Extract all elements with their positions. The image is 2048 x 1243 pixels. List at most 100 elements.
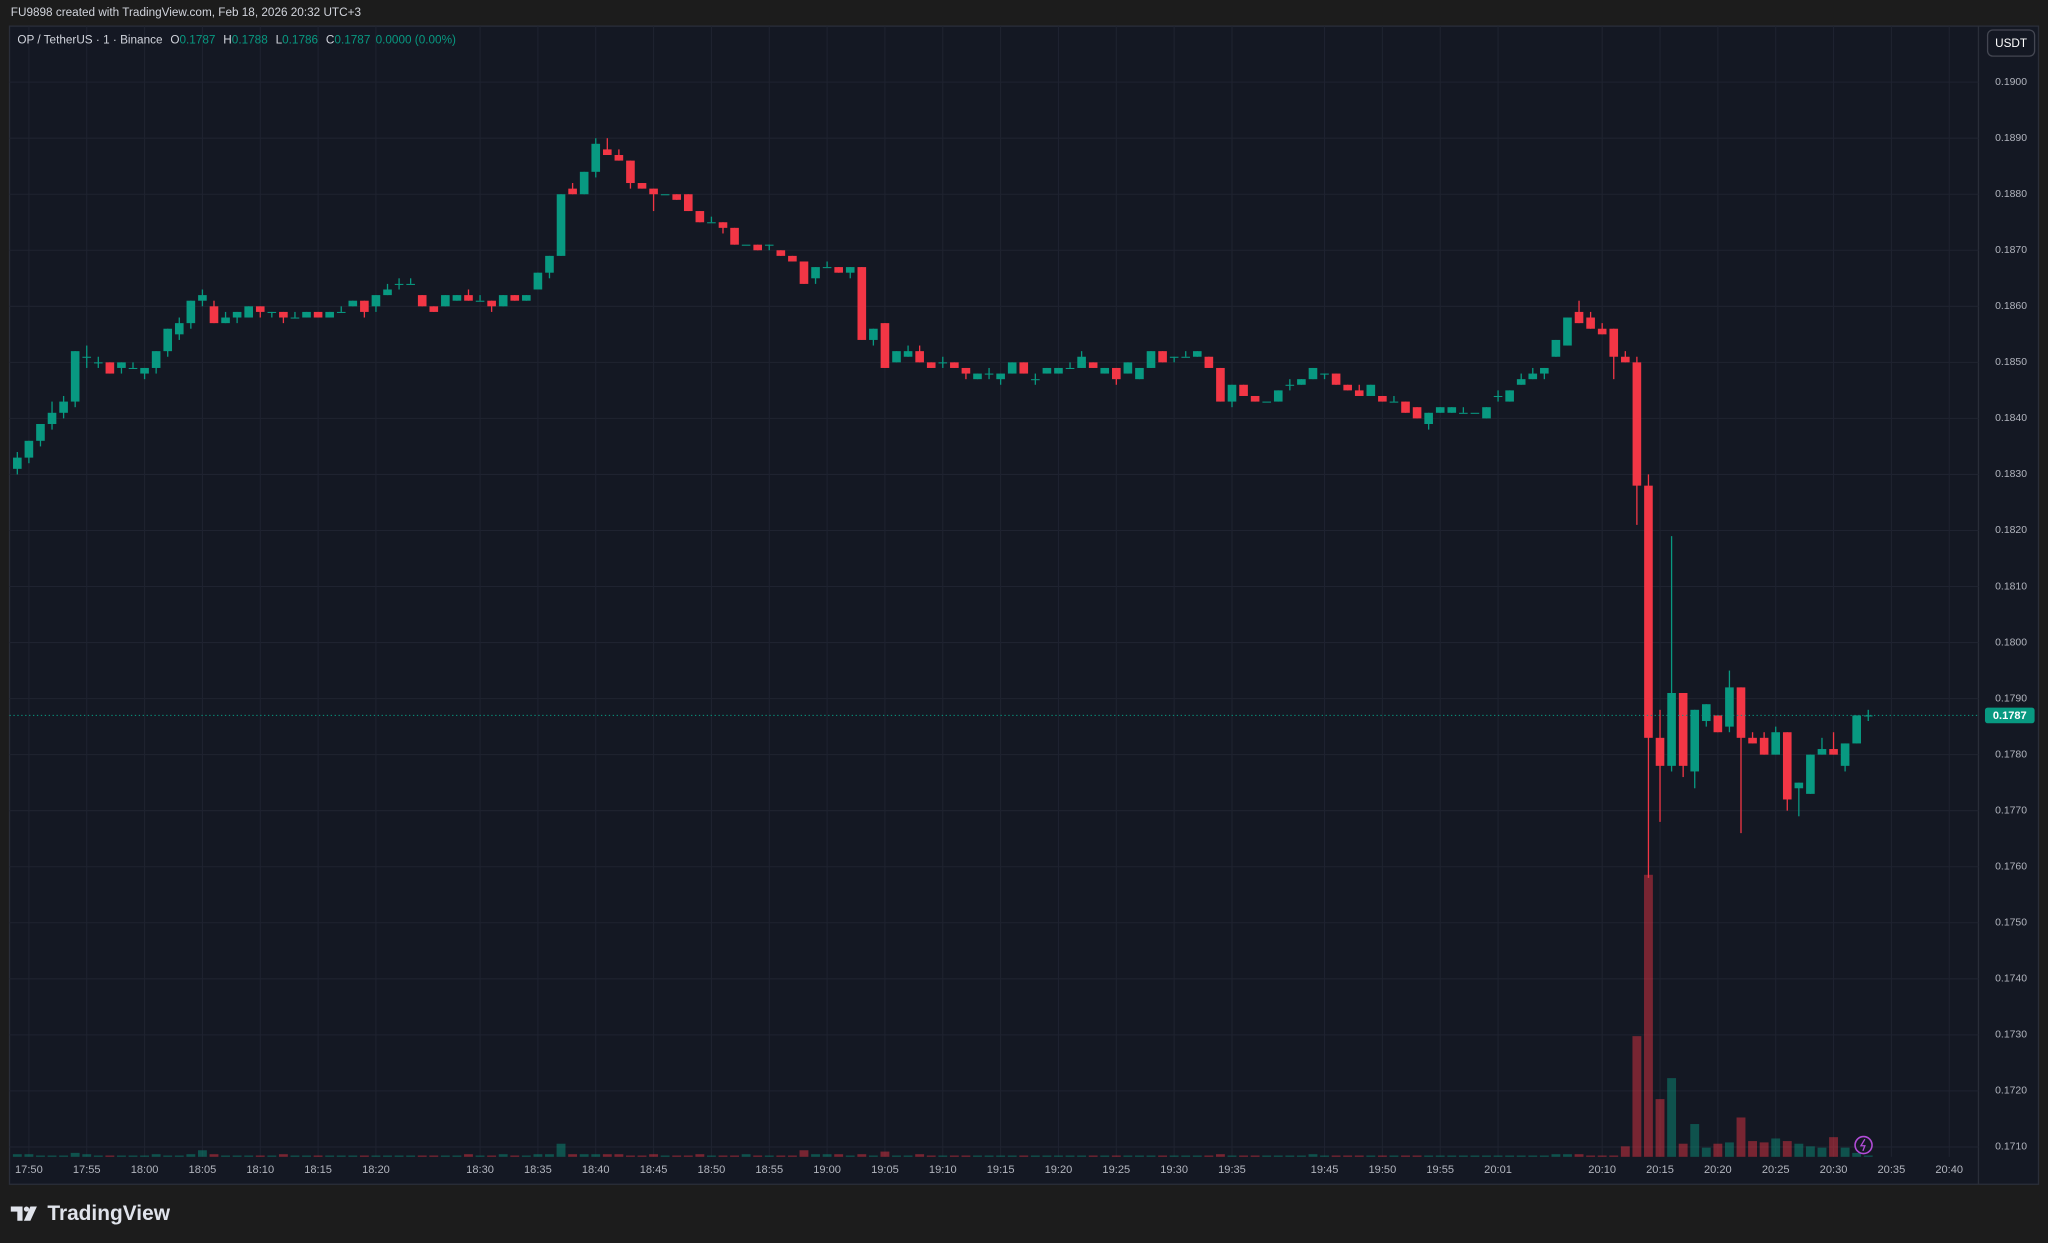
x-tick-label: 18:30 bbox=[466, 1164, 494, 1176]
volume-bar bbox=[903, 1155, 913, 1157]
candle-body bbox=[1678, 692, 1688, 766]
candle-body bbox=[336, 311, 346, 313]
candle-body bbox=[498, 295, 508, 307]
volume-bar bbox=[128, 1155, 138, 1157]
candle-body bbox=[568, 188, 577, 195]
candle-body bbox=[1112, 367, 1121, 380]
volume-bar bbox=[302, 1155, 311, 1157]
volume-bar bbox=[1065, 1155, 1075, 1157]
candle-body bbox=[822, 267, 832, 269]
x-tick-label: 19:45 bbox=[1311, 1164, 1339, 1176]
candle-body bbox=[1505, 390, 1514, 402]
volume-bar bbox=[545, 1154, 554, 1157]
candle-body bbox=[1100, 367, 1110, 374]
candle-body bbox=[984, 373, 994, 375]
candle-body bbox=[1158, 351, 1167, 363]
volume-bar bbox=[845, 1155, 855, 1157]
candle-body bbox=[1482, 407, 1491, 419]
candle-body bbox=[626, 160, 635, 184]
candle-body bbox=[1412, 407, 1422, 419]
candle-body bbox=[82, 356, 92, 358]
volume-bar bbox=[1782, 1141, 1792, 1157]
logo-shape bbox=[23, 1206, 37, 1221]
candle-body bbox=[556, 194, 566, 256]
volume-bar bbox=[706, 1155, 716, 1157]
volume-bar bbox=[996, 1155, 1006, 1157]
x-tick-label: 19:35 bbox=[1218, 1164, 1246, 1176]
logo-shape bbox=[10, 1206, 23, 1221]
x-tick-label: 20:25 bbox=[1762, 1164, 1790, 1176]
x-tick-label: 19:30 bbox=[1160, 1164, 1188, 1176]
candle-body bbox=[59, 401, 68, 413]
candle-body bbox=[1459, 412, 1468, 414]
candle-body bbox=[1065, 367, 1075, 370]
ohlc-key: O bbox=[170, 34, 179, 47]
candle-body bbox=[811, 267, 820, 279]
candle-body bbox=[869, 328, 878, 340]
volume-bar bbox=[776, 1155, 786, 1157]
candle-body bbox=[683, 194, 693, 212]
volume-bar bbox=[1863, 1155, 1873, 1157]
volume-bar bbox=[1320, 1155, 1329, 1157]
volume-bar bbox=[1262, 1155, 1272, 1157]
volume-bar bbox=[1609, 1155, 1619, 1157]
volume-bar bbox=[1458, 1155, 1468, 1157]
candle-body bbox=[973, 373, 982, 380]
candle-body bbox=[1817, 749, 1827, 755]
volume-bar bbox=[660, 1155, 670, 1157]
candle-body bbox=[105, 362, 115, 374]
candle-body bbox=[950, 362, 959, 368]
candle-body bbox=[209, 306, 219, 324]
candle-body bbox=[93, 362, 103, 364]
y-tick-label: 0.1890 bbox=[1995, 133, 2027, 144]
volume-bar bbox=[1239, 1155, 1249, 1157]
volume-bar bbox=[1759, 1142, 1769, 1157]
volume-bar bbox=[1528, 1155, 1538, 1157]
volume-bar bbox=[1285, 1155, 1295, 1157]
alert-bolt bbox=[1859, 1138, 1866, 1152]
candle-body bbox=[1597, 328, 1607, 335]
volume-bar bbox=[1019, 1155, 1029, 1157]
volume-bar bbox=[1516, 1155, 1526, 1157]
volume-bar bbox=[1111, 1155, 1121, 1157]
candle-body bbox=[741, 244, 751, 246]
candle-body bbox=[1725, 687, 1734, 727]
volume-bar bbox=[961, 1155, 971, 1157]
candle-body bbox=[926, 362, 936, 368]
volume-bar bbox=[811, 1154, 820, 1157]
x-tick-label: 18:45 bbox=[640, 1164, 668, 1176]
candle-body bbox=[151, 351, 161, 368]
candle-body bbox=[533, 272, 543, 290]
volume-bar bbox=[984, 1155, 994, 1157]
candle-body bbox=[695, 211, 705, 223]
volume-bar bbox=[868, 1155, 878, 1157]
volume-bar bbox=[105, 1155, 115, 1157]
volume-bar bbox=[822, 1154, 832, 1157]
volume-bar bbox=[1077, 1155, 1087, 1157]
volume-bar bbox=[1007, 1155, 1017, 1157]
candle-body bbox=[903, 351, 913, 357]
alert-icon[interactable] bbox=[1854, 1135, 1873, 1155]
candle-body bbox=[1794, 782, 1804, 789]
volume-bar bbox=[267, 1155, 277, 1157]
candle-body bbox=[1516, 379, 1526, 385]
ohlc-key: H bbox=[223, 34, 232, 47]
volume-bar bbox=[834, 1154, 844, 1157]
x-tick-label: 18:15 bbox=[304, 1164, 332, 1176]
currency-label[interactable]: USDT bbox=[1995, 37, 2027, 50]
x-tick-label: 19:05 bbox=[871, 1164, 899, 1176]
volume-bar bbox=[741, 1154, 751, 1157]
volume-bar bbox=[1771, 1138, 1781, 1157]
candle-body bbox=[302, 311, 311, 318]
volume-bar bbox=[1574, 1154, 1584, 1157]
candle-body bbox=[70, 351, 80, 402]
candle-body bbox=[996, 373, 1005, 380]
candle-body bbox=[1320, 373, 1329, 375]
candle-body bbox=[1273, 390, 1283, 402]
volume-bar bbox=[753, 1155, 763, 1157]
currency-button[interactable] bbox=[1986, 29, 2036, 57]
y-tick-label: 0.1880 bbox=[1995, 189, 2027, 200]
candle-body bbox=[1366, 384, 1376, 396]
volume-bar bbox=[1192, 1155, 1202, 1157]
y-tick-label: 0.1830 bbox=[1995, 469, 2027, 480]
